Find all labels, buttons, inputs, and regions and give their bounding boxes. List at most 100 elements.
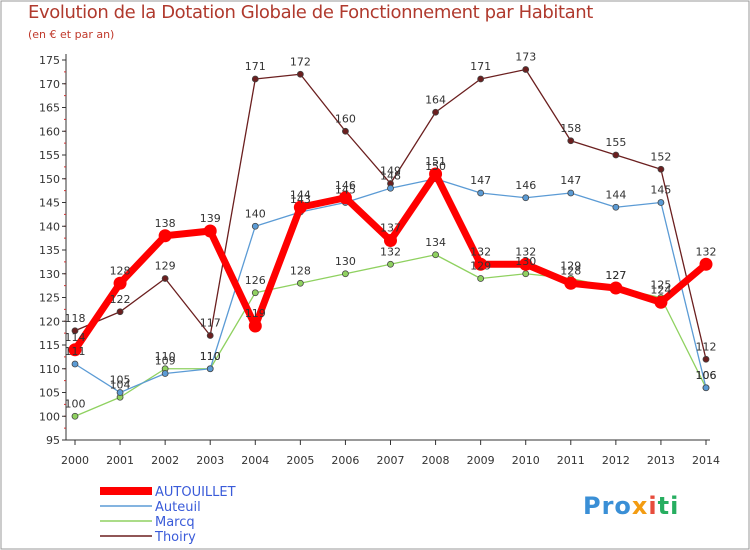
data-label: 119 xyxy=(245,307,266,320)
data-label: 148 xyxy=(380,169,401,182)
data-point xyxy=(519,257,533,271)
data-label: 128 xyxy=(560,264,581,277)
data-point xyxy=(342,127,349,135)
y-tick-label: 130 xyxy=(39,268,60,281)
data-label: 160 xyxy=(335,112,356,125)
data-point xyxy=(116,389,124,396)
y-tick-label: 155 xyxy=(39,149,60,162)
data-label: 111 xyxy=(65,345,86,358)
data-point xyxy=(429,167,443,181)
data-label: 173 xyxy=(515,51,536,64)
data-label: 130 xyxy=(335,255,356,268)
y-tick-label: 160 xyxy=(39,125,60,138)
data-label: 124 xyxy=(650,283,671,296)
data-point xyxy=(522,66,530,73)
data-point xyxy=(116,308,124,316)
legend-label: Marcq xyxy=(155,515,195,530)
data-label: 139 xyxy=(200,212,221,225)
data-point xyxy=(564,276,578,290)
legend-label: Auteuil xyxy=(155,500,201,515)
x-tick-label: 2003 xyxy=(196,454,224,467)
chart-subtitle: (en € et par an) xyxy=(28,28,115,41)
data-point xyxy=(387,260,394,268)
data-point xyxy=(657,199,665,206)
chart-title: Evolution de la Dotation Globale de Fonc… xyxy=(28,2,593,23)
data-point xyxy=(203,224,217,238)
data-label: 112 xyxy=(696,340,717,353)
data-point xyxy=(161,275,169,282)
x-tick-label: 2000 xyxy=(61,454,89,467)
data-label: 171 xyxy=(470,60,491,73)
data-point xyxy=(657,165,665,173)
data-label: 140 xyxy=(245,207,266,220)
x-tick-label: 2012 xyxy=(602,454,630,467)
x-tick-label: 2005 xyxy=(286,454,314,467)
data-label: 126 xyxy=(245,274,266,287)
x-tick-label: 2011 xyxy=(557,454,585,467)
y-tick-label: 105 xyxy=(39,387,60,400)
data-label: 127 xyxy=(605,269,626,282)
y-tick-label: 110 xyxy=(39,363,60,376)
data-label: 155 xyxy=(605,136,626,149)
data-label: 104 xyxy=(110,378,131,391)
y-tick-label: 170 xyxy=(39,78,60,91)
data-label: 134 xyxy=(425,236,446,249)
data-point xyxy=(71,360,79,368)
data-point xyxy=(612,151,620,159)
data-point xyxy=(71,327,79,335)
data-label: 130 xyxy=(515,255,536,268)
data-point xyxy=(477,189,485,197)
y-tick-label: 175 xyxy=(39,54,60,67)
data-label: 145 xyxy=(335,184,356,197)
x-tick-label: 2006 xyxy=(331,454,359,467)
data-point xyxy=(161,370,169,377)
y-tick-label: 165 xyxy=(39,102,60,115)
data-point xyxy=(567,189,575,197)
data-label: 110 xyxy=(200,350,221,363)
data-label: 171 xyxy=(245,60,266,73)
data-point xyxy=(113,276,127,290)
data-point xyxy=(654,295,668,309)
y-tick-label: 140 xyxy=(39,220,60,233)
data-label: 127 xyxy=(605,269,626,282)
x-tick-label: 2008 xyxy=(422,454,450,467)
data-point xyxy=(702,384,710,392)
data-label: 145 xyxy=(650,184,671,197)
y-tick-label: 125 xyxy=(39,292,60,305)
data-point xyxy=(567,137,575,145)
data-label: 129 xyxy=(470,260,491,273)
data-point xyxy=(612,203,620,211)
x-tick-label: 2004 xyxy=(241,454,269,467)
data-point xyxy=(522,194,530,202)
data-label: 109 xyxy=(155,355,176,368)
data-label: 146 xyxy=(335,179,356,192)
data-point xyxy=(68,343,82,357)
data-label: 146 xyxy=(515,179,536,192)
data-point xyxy=(296,70,304,78)
x-tick-label: 2010 xyxy=(512,454,540,467)
data-label: 125 xyxy=(650,279,671,292)
data-label: 129 xyxy=(560,260,581,273)
data-point xyxy=(71,412,79,420)
x-tick-label: 2014 xyxy=(692,454,720,467)
data-label: 144 xyxy=(605,188,626,201)
x-tick-label: 2009 xyxy=(467,454,495,467)
data-point xyxy=(251,289,259,297)
data-label: 147 xyxy=(470,174,491,187)
y-tick-label: 120 xyxy=(39,315,60,328)
data-label: 106 xyxy=(696,369,717,382)
data-point xyxy=(296,279,304,287)
data-label: 150 xyxy=(425,160,446,173)
y-tick-label: 100 xyxy=(39,410,60,423)
data-label: 110 xyxy=(200,350,221,363)
data-label: 128 xyxy=(110,264,131,277)
data-label: 144 xyxy=(290,188,311,201)
series-line-thoiry xyxy=(74,68,707,360)
data-label: 132 xyxy=(696,245,717,258)
data-label: 164 xyxy=(425,93,446,106)
data-point xyxy=(293,200,307,214)
y-tick-label: 135 xyxy=(39,244,60,257)
data-label: 137 xyxy=(380,222,401,235)
data-label: 106 xyxy=(696,369,717,382)
